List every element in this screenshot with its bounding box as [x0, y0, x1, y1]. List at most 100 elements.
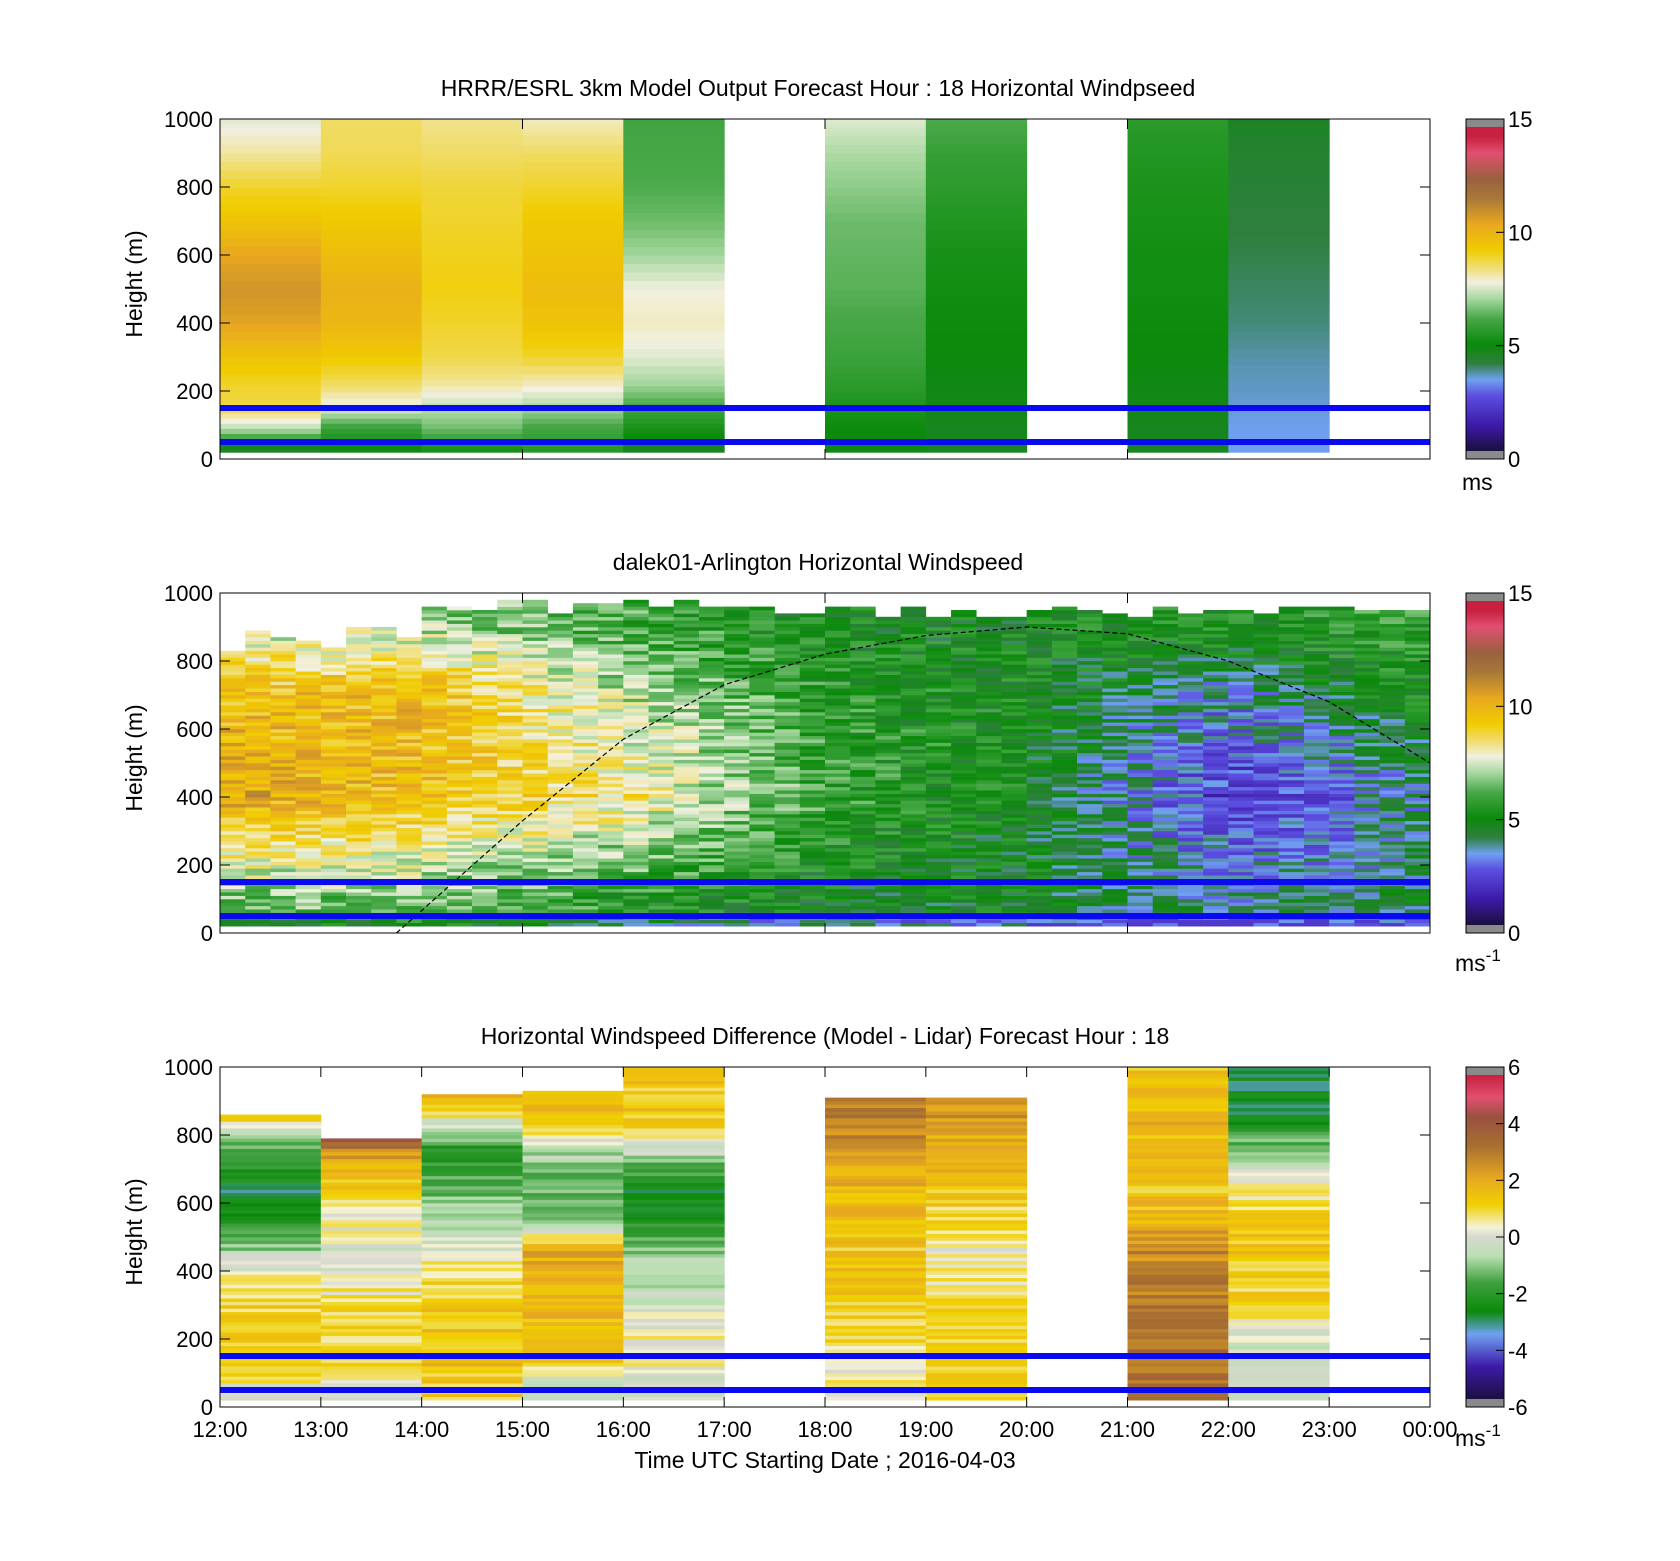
lidar-cell	[825, 620, 851, 624]
lidar-cell	[1152, 909, 1179, 913]
lidar-cell	[648, 803, 675, 808]
lidar-cell	[623, 810, 649, 815]
lidar-cell	[1329, 667, 1355, 672]
lidar-cell	[1228, 705, 1254, 709]
lidar-cell	[850, 905, 876, 910]
lidar-cell	[270, 763, 296, 767]
lidar-cell	[774, 715, 801, 720]
lidar-cell	[1404, 837, 1431, 842]
lidar-cell	[572, 610, 599, 614]
lidar-cell	[900, 820, 927, 825]
lidar-cell	[1127, 786, 1154, 791]
lidar-cell	[547, 688, 574, 692]
model-cell	[320, 445, 423, 450]
lidar-cell	[295, 909, 322, 913]
lidar-cell	[1077, 766, 1103, 771]
lidar-cell	[1379, 902, 1406, 907]
lidar-cell	[825, 712, 851, 716]
lidar-cell	[925, 681, 952, 686]
lidar-cell	[673, 905, 700, 910]
lidar-cell	[346, 766, 372, 771]
lidar-cell	[1102, 909, 1128, 913]
lidar-cell	[875, 654, 901, 658]
lidar-cell	[1303, 674, 1330, 679]
lidar-cell	[1077, 773, 1103, 777]
lidar-cell	[1278, 902, 1305, 907]
model-cell	[1127, 144, 1229, 154]
lidar-cell	[1329, 837, 1355, 842]
lidar-cell	[1253, 790, 1280, 794]
lidar-cell	[1177, 919, 1204, 924]
lidar-cell	[270, 905, 296, 910]
lidar-cell	[1329, 739, 1355, 743]
lidar-cell	[1077, 871, 1103, 876]
colorbar-tick-label: 0	[1508, 447, 1520, 472]
lidar-cell	[900, 606, 927, 611]
lidar-cell	[1228, 773, 1254, 777]
lidar-cell	[1001, 681, 1027, 686]
lidar-cell	[1127, 752, 1154, 757]
lidar-cell	[1203, 865, 1229, 869]
lidar-cell	[598, 688, 624, 692]
lidar-cell	[320, 831, 347, 835]
lidar-cell	[1354, 885, 1380, 890]
lidar-cell	[1152, 756, 1179, 760]
lidar-cell	[875, 664, 901, 669]
lidar-cell	[673, 871, 700, 876]
lidar-cell	[1303, 810, 1330, 815]
lidar-cell	[1354, 831, 1380, 835]
lidar-cell	[270, 637, 296, 641]
lidar-cell	[825, 858, 851, 862]
lidar-cell	[421, 769, 448, 774]
lidar-cell	[648, 861, 675, 866]
lidar-cell	[774, 841, 801, 845]
lidar-cell	[1026, 824, 1053, 828]
model-cell	[320, 187, 423, 196]
lidar-cell	[623, 688, 649, 692]
lidar-cell	[900, 817, 927, 822]
lidar-cell	[850, 752, 876, 757]
lidar-cell	[850, 674, 876, 679]
lidar-cell	[598, 657, 624, 662]
lidar-cell	[1379, 854, 1406, 859]
lidar-cell	[598, 633, 624, 638]
lidar-cell	[774, 871, 801, 876]
lidar-cell	[346, 803, 372, 808]
lidar-cell	[446, 810, 473, 815]
lidar-cell	[472, 742, 498, 747]
model-cell	[522, 385, 624, 393]
lidar-cell	[698, 742, 725, 747]
lidar-cell	[698, 606, 725, 611]
model-cell	[320, 357, 423, 366]
lidar-cell	[1404, 841, 1431, 845]
lidar-cell	[623, 797, 649, 801]
lidar-cell	[925, 817, 952, 822]
lidar-cell	[371, 780, 397, 784]
lidar-cell	[547, 630, 574, 635]
lidar-cell	[698, 756, 725, 760]
lidar-cell	[698, 783, 725, 788]
lidar-cell	[1329, 664, 1355, 669]
lidar-cell	[698, 739, 725, 743]
lidar-cell	[1001, 875, 1027, 879]
lidar-cell	[1127, 922, 1154, 927]
lidar-cell	[1278, 616, 1305, 621]
model-cell	[220, 323, 322, 332]
lidar-cell	[900, 858, 927, 862]
lidar-cell	[245, 820, 271, 825]
model-cell	[220, 423, 322, 429]
lidar-cell	[850, 854, 876, 859]
lidar-cell	[446, 868, 473, 873]
lidar-cell	[1404, 749, 1431, 754]
lidar-cell	[346, 814, 372, 818]
lidar-cell	[547, 861, 574, 866]
lidar-cell	[623, 814, 649, 818]
lidar-cell	[825, 657, 851, 662]
lidar-cell	[1203, 861, 1229, 866]
lidar-cell	[497, 817, 523, 822]
model-cell	[825, 144, 927, 154]
lidar-cell	[1228, 620, 1254, 624]
lidar-cell	[900, 729, 927, 733]
lidar-cell	[774, 712, 801, 716]
lidar-cell	[825, 684, 851, 689]
